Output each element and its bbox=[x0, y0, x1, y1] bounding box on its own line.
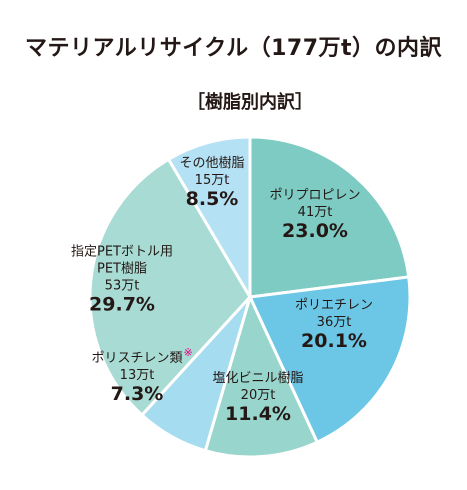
slice-note-mark-3: ※ bbox=[184, 346, 193, 359]
slice-label-4-line-0: 指定PETボトル用 bbox=[71, 245, 173, 260]
slice-amount-5: 15万t bbox=[195, 173, 230, 188]
slice-amount-2: 20万t bbox=[241, 388, 276, 403]
chart-title: マテリアルリサイクル（177万t）の内訳 bbox=[24, 36, 443, 61]
pie-slice-1 bbox=[247, 275, 412, 445]
slice-amount-1: 36万t bbox=[317, 315, 352, 330]
slice-percent-1: 20.1% bbox=[301, 330, 367, 352]
pie-slice-4 bbox=[88, 157, 252, 418]
slice-percent-2: 11.4% bbox=[225, 403, 291, 425]
slice-label-2: 塩化ビニル樹脂 bbox=[212, 371, 303, 386]
slice-amount-4: 53万t bbox=[105, 279, 140, 294]
pie-slice-2 bbox=[203, 292, 320, 459]
slice-label-4-line-1: PET樹脂 bbox=[97, 262, 147, 277]
pie-slice-5 bbox=[166, 135, 252, 303]
slice-amount-0: 41万t bbox=[298, 205, 333, 220]
slice-label-1: ポリエチレン bbox=[295, 298, 373, 313]
slice-percent-4: 29.7% bbox=[89, 294, 155, 316]
chart-subtitle: ［樹脂別内訳］ bbox=[187, 92, 313, 113]
slice-label-5: その他樹脂 bbox=[179, 156, 244, 171]
slice-percent-0: 23.0% bbox=[282, 220, 348, 242]
slice-amount-3: 13万t bbox=[120, 368, 155, 383]
slice-label-3: ポリスチレン類 bbox=[91, 351, 182, 366]
pie-slice-0 bbox=[248, 135, 411, 299]
slice-label-0: ポリプロピレン bbox=[269, 188, 360, 203]
slice-percent-5: 8.5% bbox=[186, 188, 239, 210]
slice-percent-3: 7.3% bbox=[111, 383, 164, 405]
